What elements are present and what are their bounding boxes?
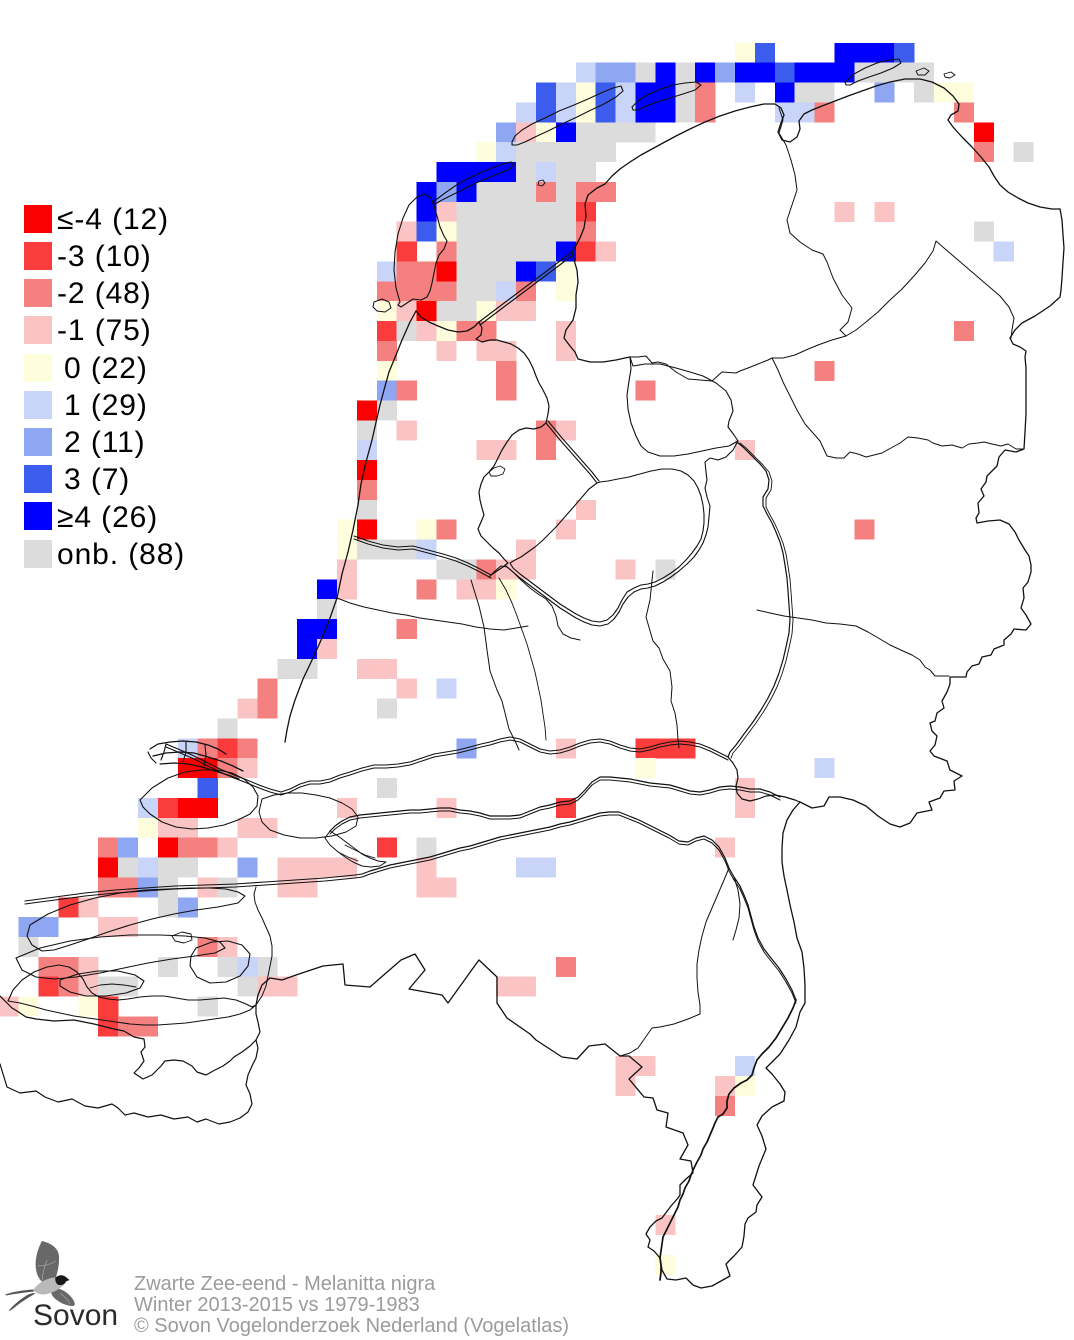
svg-text:© Sovon Vogelonderzoek Nederla: © Sovon Vogelonderzoek Nederland (Vogela…	[134, 1315, 569, 1337]
svg-text:-1 (75): -1 (75)	[57, 314, 152, 347]
svg-text:3 (7): 3 (7)	[64, 463, 130, 496]
svg-text:≤-4 (12): ≤-4 (12)	[57, 203, 169, 236]
svg-text:0 (22): 0 (22)	[64, 352, 148, 385]
svg-text:Winter 2013-2015 vs 1979-1983: Winter 2013-2015 vs 1979-1983	[134, 1294, 420, 1316]
svg-text:Sovon: Sovon	[33, 1299, 118, 1332]
svg-text:2 (11): 2 (11)	[64, 426, 146, 459]
svg-text:≥4 (26): ≥4 (26)	[57, 501, 158, 534]
svg-text:1 (29): 1 (29)	[64, 389, 148, 422]
svg-text:-2 (48): -2 (48)	[57, 277, 152, 310]
svg-text:Zwarte Zee-eend - Melanitta ni: Zwarte Zee-eend - Melanitta nigra	[134, 1273, 436, 1295]
svg-text:-3 (10): -3 (10)	[57, 240, 152, 273]
svg-text:onb. (88): onb. (88)	[57, 538, 185, 571]
